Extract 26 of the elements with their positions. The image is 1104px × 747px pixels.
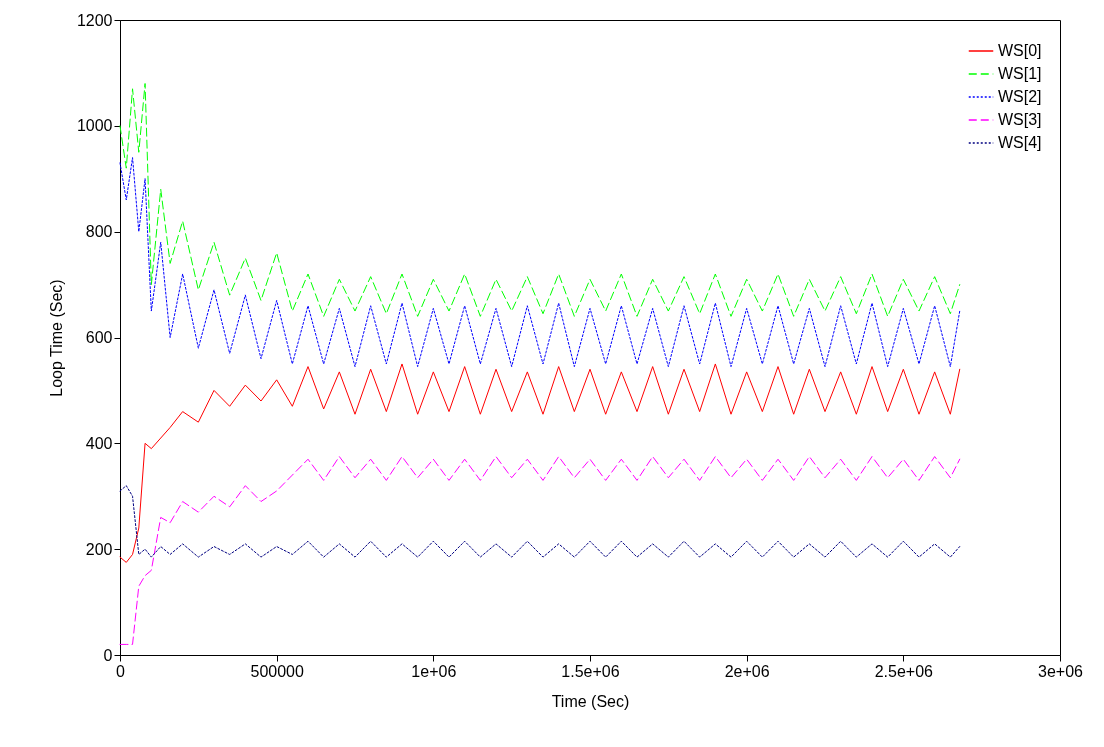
y-tick-label: 600 [85,329,113,346]
x-tick-label: 2e+06 [724,662,770,680]
line-series [119,83,961,317]
y-tick-label: 1200 [76,11,113,29]
x-tick-label: 1.5e+06 [561,662,620,680]
legend-label: WS[4] [998,134,1042,151]
y-tick-label: 400 [85,434,113,452]
legend-label: WS[2] [998,88,1042,105]
x-tick-label: 2.5e+06 [874,662,934,680]
x-tick-label: 3e+06 [1038,662,1084,680]
y-tick-label: 200 [85,540,113,558]
legend-label: WS[1] [998,65,1042,82]
y-tick-label: 800 [85,223,113,241]
legend-label: WS[3] [998,111,1042,128]
y-tick-label: 0 [103,646,113,664]
line-series [119,485,961,558]
x-tick-label: 500000 [250,662,304,680]
x-axis-title: Time (Sec) [551,692,630,710]
x-tick-label: 0 [116,662,126,680]
legend-label: WS[0] [998,42,1042,59]
line-series [119,456,961,645]
line-series [119,157,961,368]
line-series [119,363,961,563]
y-tick-label: 1000 [76,117,113,135]
y-axis-title: Loop Time (Sec) [47,279,65,397]
x-tick-label: 1e+06 [411,662,457,680]
